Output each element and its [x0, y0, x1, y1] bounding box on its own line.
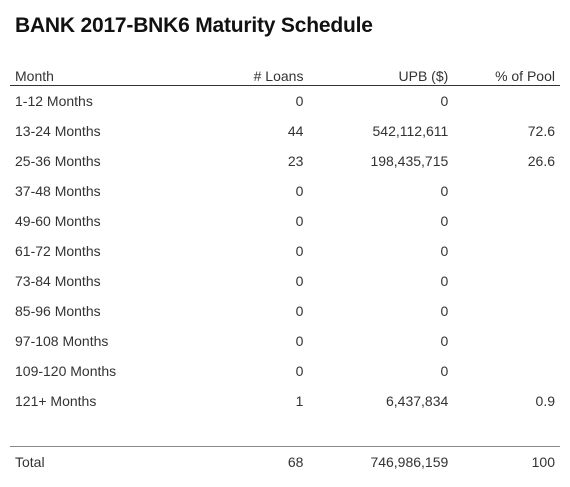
table-row: 49-60 Months 0 0 — [10, 206, 560, 236]
cell-month: 73-84 Months — [15, 273, 101, 289]
cell-month: 61-72 Months — [15, 243, 101, 259]
cell-pct — [453, 86, 560, 117]
cell-month: 49-60 Months — [15, 213, 101, 229]
cell-upb: 0 — [440, 183, 449, 199]
cell-pct: 0.9 — [535, 393, 555, 409]
cell-loans: 0 — [295, 303, 304, 319]
table-row: 61-72 Months 0 0 — [10, 236, 560, 266]
cell-month: 85-96 Months — [15, 303, 101, 319]
cell-loans: 0 — [295, 183, 304, 199]
column-header-pct: % of Pool — [453, 62, 560, 86]
maturity-table: Month # Loans UPB ($) % of Pool 1-12 Mon… — [10, 62, 560, 477]
cell-loans: 0 — [295, 93, 304, 109]
cell-loans: 0 — [295, 273, 304, 289]
cell-pct — [453, 296, 560, 326]
cell-loans: 0 — [295, 243, 304, 259]
spacer-cell — [10, 416, 560, 447]
cell-month: 1-12 Months — [15, 93, 93, 109]
cell-month: 97-108 Months — [15, 333, 109, 349]
column-header-loans: # Loans — [165, 62, 309, 86]
cell-upb: 0 — [440, 243, 449, 259]
total-pct: 100 — [453, 446, 560, 477]
column-header-month: Month — [10, 62, 166, 86]
cell-upb: 0 — [440, 303, 449, 319]
table-row: 1-12 Months 0 0 — [10, 86, 560, 117]
table-total-row: Total 68 746,986,159 100 — [10, 446, 560, 477]
cell-upb: 0 — [440, 273, 449, 289]
cell-loans: 44 — [287, 123, 304, 139]
cell-pct — [453, 176, 560, 206]
cell-month: 121+ Months — [15, 393, 97, 409]
cell-month: 25-36 Months — [15, 153, 101, 169]
table-row: 97-108 Months 0 0 — [10, 326, 560, 356]
cell-pct — [453, 266, 560, 296]
cell-upb: 198,435,715 — [370, 153, 449, 169]
cell-upb: 0 — [440, 93, 449, 109]
table-row: 73-84 Months 0 0 — [10, 266, 560, 296]
table-spacer-row — [10, 416, 560, 447]
cell-pct: 26.6 — [527, 153, 555, 169]
cell-month: 109-120 Months — [15, 363, 117, 379]
table-row: 25-36 Months 23 198,435,715 26.6 — [10, 146, 560, 176]
cell-upb: 542,112,611 — [372, 123, 449, 139]
total-loans: 68 — [165, 446, 309, 477]
cell-pct — [453, 356, 560, 386]
table-row: 13-24 Months 44 542,112,611 72.6 — [10, 116, 560, 146]
cell-pct — [453, 206, 560, 236]
total-label: Total — [10, 446, 166, 477]
cell-pct — [453, 236, 560, 266]
cell-upb: 0 — [440, 363, 449, 379]
cell-month: 13-24 Months — [15, 123, 101, 139]
column-header-upb: UPB ($) — [308, 62, 454, 86]
cell-upb: 6,437,834 — [386, 393, 449, 409]
cell-loans: 1 — [295, 393, 304, 409]
cell-loans: 0 — [295, 363, 304, 379]
table-row: 37-48 Months 0 0 — [10, 176, 560, 206]
cell-pct — [453, 326, 560, 356]
page-title: BANK 2017-BNK6 Maturity Schedule — [15, 14, 373, 37]
total-upb: 746,986,159 — [308, 446, 454, 477]
table-header-row: Month # Loans UPB ($) % of Pool — [10, 62, 560, 86]
cell-loans: 0 — [295, 333, 304, 349]
table-row: 109-120 Months 0 0 — [10, 356, 560, 386]
table-row: 121+ Months 1 6,437,834 0.9 — [10, 386, 560, 416]
cell-upb: 0 — [440, 333, 449, 349]
cell-upb: 0 — [440, 213, 449, 229]
cell-loans: 0 — [295, 213, 304, 229]
cell-loans: 23 — [287, 153, 304, 169]
cell-month: 37-48 Months — [15, 183, 101, 199]
table-row: 85-96 Months 0 0 — [10, 296, 560, 326]
cell-pct: 72.6 — [527, 123, 555, 139]
